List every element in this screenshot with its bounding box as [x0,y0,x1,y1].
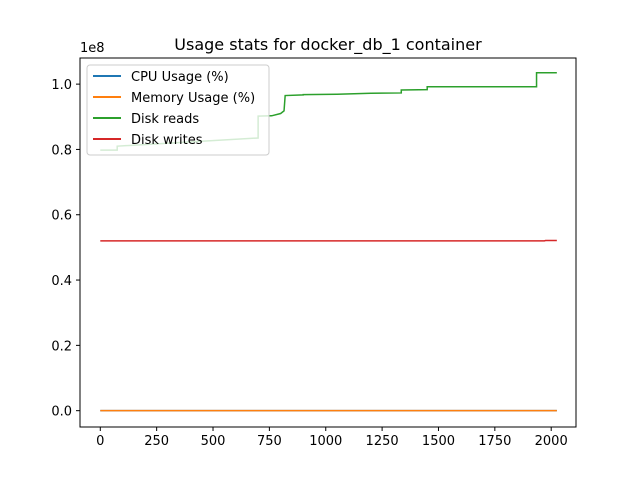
series-layer [100,71,557,412]
x-tick-label: 1750 [478,434,511,449]
y-offset-label: 1e8 [80,41,105,56]
x-tick-label: 1500 [422,434,455,449]
x-tick-label: 2000 [535,434,568,449]
x-axis: 0 250 500 750 1000 1250 1500 1750 2000 [96,427,568,449]
legend-label: Memory Usage (%) [131,91,255,106]
plot-frame [79,57,577,428]
y-tick-label: 1.0 [51,78,72,93]
legend: CPU Usage (%) Memory Usage (%) Disk reads D… [86,64,270,156]
x-tick-label: 1000 [309,434,342,449]
y-tick-label: 0.8 [51,143,72,158]
legend-label: CPU Usage (%) [131,70,229,85]
y-axis: 0.0 0.2 0.4 0.6 0.8 1.0 [51,78,80,420]
y-tick-label: 0.2 [51,339,72,354]
legend-box [86,64,270,156]
x-tick-label: 250 [144,434,169,449]
x-tick-label: 0 [96,434,104,449]
chart-title: Usage stats for docker_db_1 container [174,35,482,55]
x-tick-label: 500 [201,434,226,449]
legend-label: Disk writes [131,133,203,148]
x-tick-label: 750 [257,434,282,449]
y-tick-label: 0.0 [51,405,72,420]
x-tick-label: 1250 [366,434,399,449]
legend-label: Disk reads [131,112,199,127]
y-tick-label: 0.6 [51,209,72,224]
y-tick-label: 0.4 [51,274,72,289]
